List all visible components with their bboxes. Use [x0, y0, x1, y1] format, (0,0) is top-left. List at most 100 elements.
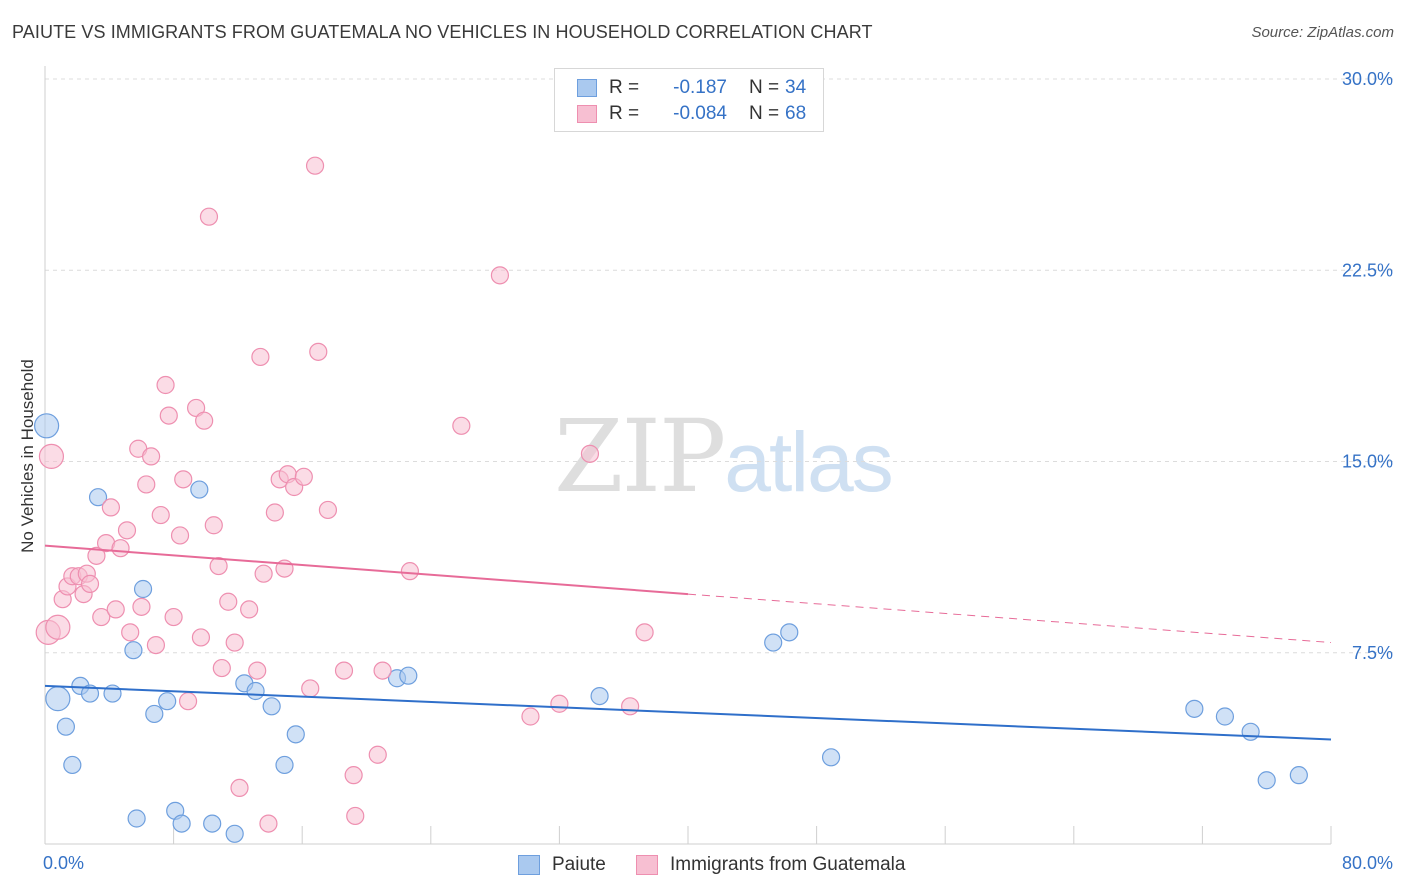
guatemala-point — [204, 516, 223, 535]
guatemala-point — [195, 411, 214, 430]
paiute-point — [45, 686, 71, 712]
n-label: N = — [749, 77, 780, 98]
guatemala-point — [318, 500, 338, 520]
guatemala-point — [92, 607, 111, 627]
r-value: -0.187 — [673, 77, 727, 98]
guatemala-point — [178, 692, 198, 711]
guatemala-point — [452, 416, 471, 435]
paiute-point — [1215, 707, 1235, 726]
series-legend: Paiute Immigrants from Guatemala — [0, 852, 1406, 878]
guatemala-point — [301, 679, 320, 698]
guatemala-point — [199, 207, 219, 226]
correlation-legend: R = -0.187 N = 34 R = -0.084 N = 68 — [554, 68, 824, 132]
guatemala-trend-extension — [687, 593, 1332, 644]
paiute-point — [780, 623, 799, 642]
legend-item-guatemala[interactable]: Immigrants from Guatemala — [636, 852, 905, 878]
legend-row-paiute: R = -0.187 N = 34 — [577, 76, 806, 100]
guatemala-point — [45, 614, 71, 640]
guatemala-point — [156, 375, 175, 395]
guatemala-swatch — [577, 105, 597, 123]
guatemala-point — [621, 697, 640, 716]
paiute-point — [286, 725, 305, 744]
paiute-point — [399, 666, 418, 685]
guatemala-point — [373, 661, 392, 680]
n-value: 34 — [785, 77, 807, 98]
paiute-point — [246, 681, 265, 701]
paiute-point — [145, 704, 164, 724]
y-tick-label: 22.5% — [1342, 260, 1393, 280]
legend-label-paiute: Paiute — [552, 854, 606, 875]
paiute-point — [63, 755, 82, 775]
r-value: -0.084 — [673, 103, 727, 124]
guatemala-point — [38, 443, 65, 469]
paiute-point — [88, 488, 108, 507]
paiute-point — [133, 579, 153, 599]
guatemala-point — [346, 806, 365, 826]
guatemala-point — [209, 556, 228, 576]
guatemala-point — [106, 600, 125, 619]
guatemala-point — [251, 347, 270, 367]
guatemala-point — [248, 661, 267, 680]
y-tick-label: 30.0% — [1342, 69, 1393, 89]
guatemala-point — [191, 628, 211, 647]
guatemala-point — [368, 745, 387, 764]
paiute-point — [80, 684, 100, 703]
guatemala-point — [254, 564, 273, 583]
guatemala-point — [309, 342, 328, 361]
guatemala-point — [580, 444, 600, 463]
n-label: N = — [749, 103, 780, 124]
guatemala-legend-swatch — [636, 855, 658, 875]
guatemala-point — [159, 406, 178, 425]
y-tick-label: 15.0% — [1342, 452, 1393, 472]
guatemala-point — [294, 467, 313, 486]
paiute-point — [225, 824, 244, 843]
paiute-point — [124, 641, 143, 660]
source-label: Source: ZipAtlas.com — [1251, 24, 1394, 41]
paiute-point — [56, 717, 75, 736]
legend-item-paiute[interactable]: Paiute — [518, 852, 606, 878]
guatemala-point — [141, 447, 161, 466]
guatemala-point — [101, 498, 121, 517]
guatemala-point — [111, 539, 130, 558]
guatemala-point — [174, 470, 193, 489]
guatemala-point — [80, 574, 100, 594]
guatemala-point — [170, 526, 190, 545]
guatemala-point — [240, 600, 259, 619]
y-axis-label: No Vehicles in Household — [18, 359, 37, 553]
n-value: 68 — [785, 103, 807, 124]
guatemala-point — [334, 661, 354, 680]
paiute-point — [262, 697, 281, 716]
paiute-point — [590, 686, 609, 706]
paiute-point — [764, 633, 783, 652]
paiute-point — [1185, 699, 1204, 718]
guatemala-point — [521, 707, 540, 726]
guatemala-point — [164, 607, 183, 627]
guatemala-point — [265, 503, 284, 522]
paiute-point — [275, 755, 294, 775]
paiute-point — [172, 814, 191, 833]
guatemala-point — [121, 623, 140, 642]
guatemala-point — [400, 562, 420, 581]
y-tick-label: 7.5% — [1352, 643, 1393, 663]
paiute-legend-swatch — [518, 855, 540, 875]
guatemala-point — [87, 546, 106, 565]
paiute-point — [203, 814, 222, 833]
paiute-point — [127, 809, 146, 828]
paiute-point — [821, 748, 841, 767]
guatemala-point — [146, 635, 166, 655]
paiute-point — [34, 413, 60, 439]
paiute-swatch — [577, 79, 597, 97]
r-label: R = — [609, 77, 640, 98]
guatemala-trend-line — [44, 544, 689, 596]
legend-label-guatemala: Immigrants from Guatemala — [670, 854, 906, 875]
paiute-point — [190, 480, 209, 499]
paiute-point — [1289, 766, 1308, 785]
r-label: R = — [609, 103, 640, 124]
guatemala-point — [212, 658, 231, 678]
guatemala-point — [230, 778, 249, 798]
guatemala-point — [490, 266, 510, 285]
guatemala-point — [117, 521, 137, 540]
guatemala-point — [151, 505, 170, 525]
x-tick-label: 0.0% — [43, 853, 84, 873]
